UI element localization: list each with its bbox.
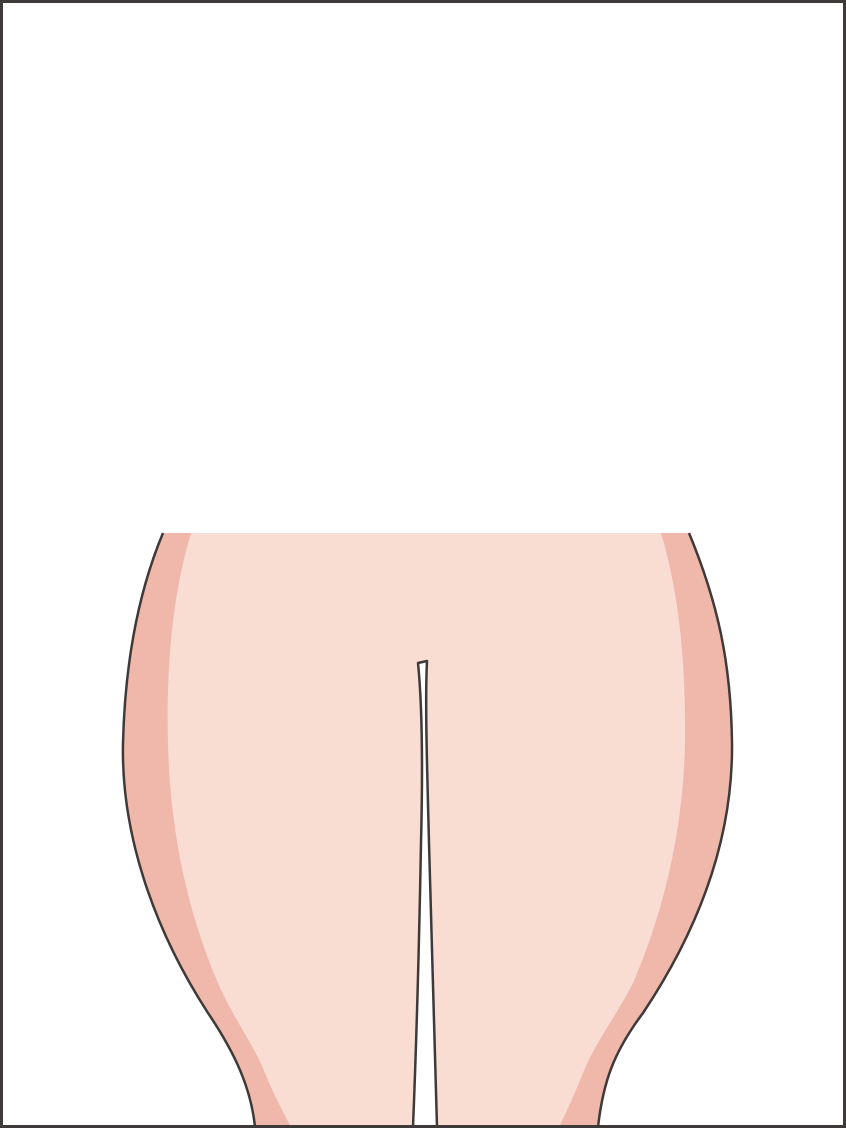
- body-silhouette-illustration: [121, 532, 734, 1125]
- left-outline: [121, 532, 257, 1125]
- left-hip-shadow: [122, 533, 290, 1125]
- inner-thigh-gap: [411, 659, 439, 1125]
- right-outline: [596, 532, 734, 1125]
- right-hip-shadow: [559, 533, 733, 1125]
